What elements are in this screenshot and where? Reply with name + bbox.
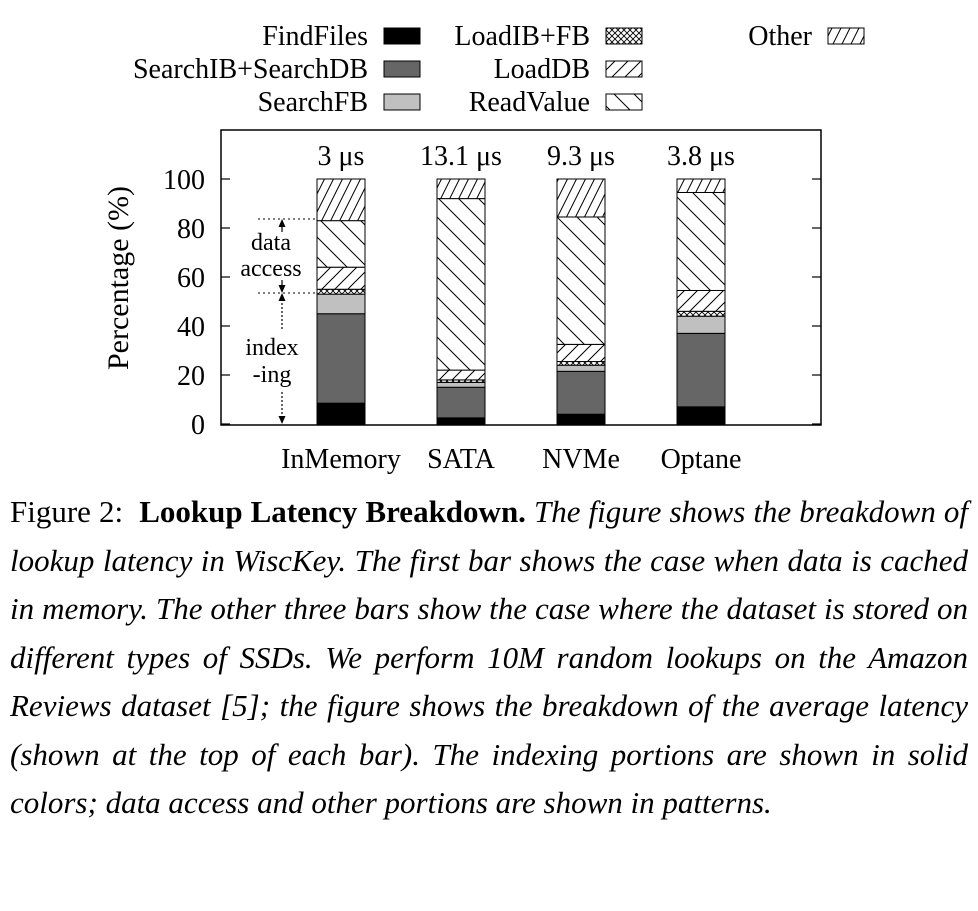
annotation-access-label: access [240,256,301,282]
y-tick-label-40: 40 [177,312,205,343]
legend-label-loadib-fb: LoadIB+FB [454,21,590,52]
bar-segment-nvme-loadib-fb [556,361,606,366]
caption-title: Lookup Latency Breakdown. [139,494,526,529]
legend-swatch-other [827,27,865,45]
legend-item-readvalue: ReadValue [469,87,643,118]
bars [316,178,726,425]
latency-label-nvme: 9.3 μs [547,141,615,172]
legend-item-searchib-searchdb: SearchIB+SearchDB [133,54,421,85]
bar-segment-nvme-searchfb [556,364,606,372]
bar-segment-optane-searchfb [676,315,726,334]
legend-swatch-readvalue [605,93,643,111]
y-tick-label-60: 60 [177,263,205,294]
bar-segment-inmemory-readvalue [316,220,366,268]
bar-segment-inmemory-other [316,178,366,222]
bar-labels: 3 μs InMemory 13.1 μs SATA 9.3 μs NVMe 3.8 μs O… [281,141,741,475]
annotation-ing-label: -ing [253,362,292,388]
bar-segment-optane-findfiles [676,406,726,425]
bar-segment-optane-readvalue [676,191,726,291]
legend-swatch-loaddb [605,60,643,78]
y-tick-label-20: 20 [177,361,205,392]
bar-segment-inmemory-loaddb [316,266,366,290]
legend-item-loadib-fb: LoadIB+FB [454,21,643,52]
bar-segment-nvme-loaddb [556,343,606,363]
caption-text: The figure shows the breakdown of lookup… [10,494,969,820]
latency-label-optane: 3.8 μs [667,141,735,172]
legend-item-searchfb: SearchFB [258,87,421,118]
bar-segment-inmemory-loadib-fb [316,288,366,295]
annotation-group: data access index -ing [240,218,318,424]
legend-label-other: Other [748,21,812,52]
annotation-index-label: index [245,335,298,361]
bar-segment-nvme-readvalue [556,216,606,345]
y-tick-label-0: 0 [191,410,205,441]
y-axis: 0 20 40 60 80 100 [163,165,821,441]
legend-swatch-searchfb [383,93,421,111]
latency-label-inmemory: 3 μs [318,141,365,172]
annotation-arrowhead-up-1 [278,219,286,227]
x-tick-label-nvme: NVMe [542,444,620,475]
legend-label-searchib-searchdb: SearchIB+SearchDB [133,54,368,85]
bar-segment-nvme-other [556,178,606,218]
bar-segment-optane-other [676,178,726,193]
bar-segment-sata-other [436,178,486,200]
legend-swatch-findfiles [383,27,421,45]
legend-item-loaddb: LoadDB [494,54,643,85]
y-tick-label-80: 80 [177,214,205,245]
bar-segment-optane-searchib-searchdb [676,332,726,408]
y-tick-label-100: 100 [163,165,205,196]
bar-segment-inmemory-searchfb [316,293,366,315]
legend-item-other: Other [748,21,865,52]
annotation-arrowhead-down-1 [278,285,286,293]
legend-label-readvalue: ReadValue [469,87,590,118]
bar-segment-inmemory-findfiles [316,402,366,425]
bar-segment-sata-findfiles [436,417,486,425]
annotation-arrowhead-up-2 [278,293,286,301]
bar-segment-inmemory-searchib-searchdb [316,313,366,404]
x-tick-label-sata: SATA [427,444,496,475]
x-tick-label-optane: Optane [661,444,742,475]
bar-segment-optane-loaddb [676,289,726,312]
legend-label-loaddb: LoadDB [494,54,590,85]
caption-figure-number: Figure 2: [10,494,124,529]
legend: FindFiles SearchIB+SearchDB SearchFB Loa… [133,21,865,118]
y-axis-label: Percentage (%) [102,186,135,370]
legend-swatch-searchib-searchdb [383,60,421,78]
legend-label-findfiles: FindFiles [262,21,368,52]
bar-segment-sata-readvalue [436,198,486,371]
legend-item-findfiles: FindFiles [262,21,421,52]
legend-swatch-loadib-fb [605,27,643,45]
bar-segment-nvme-findfiles [556,413,606,425]
bar-segment-nvme-searchib-searchdb [556,370,606,415]
bar-segment-sata-loaddb [436,369,486,381]
x-tick-label-inmemory: InMemory [281,444,401,475]
annotation-arrowhead-down-2 [278,416,286,424]
bar-segment-optane-loadib-fb [676,310,726,317]
plot-frame [220,129,822,426]
bar-segment-sata-searchib-searchdb [436,386,486,419]
latency-label-sata: 13.1 μs [420,141,502,172]
bar-segment-sata-searchfb [436,381,486,388]
figure-caption: Figure 2: Lookup Latency Breakdown. The … [10,488,968,828]
latency-breakdown-chart: FindFiles SearchIB+SearchDB SearchFB Loa… [102,21,865,475]
legend-label-searchfb: SearchFB [258,87,368,118]
annotation-data-label: data [251,230,291,256]
